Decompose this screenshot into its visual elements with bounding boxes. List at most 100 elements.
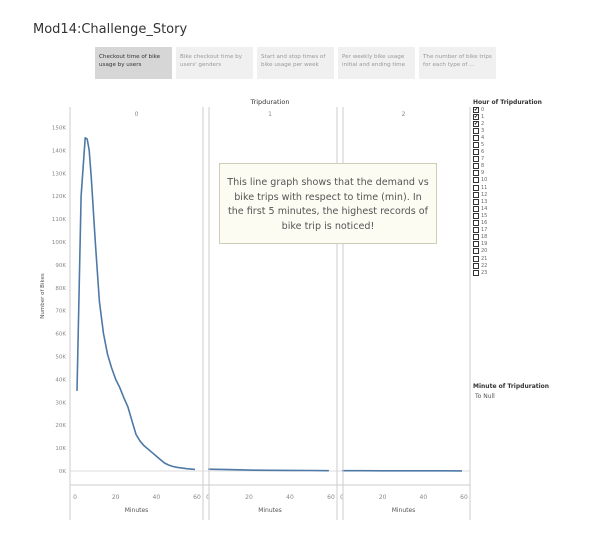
y-tick-label: 70K [55,309,66,315]
hour-filter-item[interactable]: 8 [473,163,542,170]
hour-filter-item[interactable]: ✔ 2 [473,120,542,127]
story-point-tab-4[interactable]: Per weekly bike usage initial and ending… [338,47,415,79]
series-line-panel-1 [207,468,329,472]
checkbox-empty-icon[interactable] [473,248,479,255]
hour-filter-label: 11 [481,184,488,191]
story-point-tab-5[interactable]: The number of bike trips for each type o… [419,47,496,79]
checkbox-empty-icon[interactable] [473,149,479,156]
minute-filter-value[interactable]: To Null [475,393,495,400]
checkbox-empty-icon[interactable] [473,241,479,248]
hour-filter-item[interactable]: 22 [473,262,542,269]
checkbox-checked-icon[interactable]: ✔ [473,113,479,120]
checkbox-empty-icon[interactable] [473,170,479,177]
checkbox-empty-icon[interactable] [473,198,479,205]
chart-title: Tripduration [250,98,290,106]
checkbox-empty-icon[interactable] [473,220,479,227]
x-axis-label: Minutes [125,507,149,514]
hour-filter-item[interactable]: 12 [473,191,542,198]
checkbox-empty-icon[interactable] [473,234,479,241]
x-tick-label: 0 [206,494,210,501]
y-tick-label: 20K [55,423,66,429]
hour-filter-item[interactable]: 11 [473,184,542,191]
legend-title: Hour of Tripduration [473,99,542,106]
story-point-tab-3[interactable]: Start and stop times of bike usage per w… [257,47,334,79]
x-axis-label: Minutes [258,507,282,514]
y-tick-label: 100K [52,240,66,246]
hour-filter-item[interactable]: 6 [473,149,542,156]
hour-filter-item[interactable]: 13 [473,198,542,205]
x-tick-label: 0 [73,494,77,501]
hour-filter-label: 17 [481,227,488,234]
checkbox-empty-icon[interactable] [473,184,479,191]
checkbox-empty-icon[interactable] [473,269,479,276]
hour-filter-label: 8 [481,163,485,170]
checkbox-empty-icon[interactable] [473,212,479,219]
hour-filter-item[interactable]: 20 [473,248,542,255]
x-tick-label: 60 [460,494,468,501]
checkbox-empty-icon[interactable] [473,177,479,184]
story-point-tab-1[interactable]: Checkout time of bike usage by users [95,47,172,79]
checkbox-checked-icon[interactable]: ✔ [473,120,479,127]
checkbox-empty-icon[interactable] [473,191,479,198]
minute-filter-title: Minute of Tripduration [473,383,550,390]
hour-filter-item[interactable]: 16 [473,220,542,227]
x-tick-label: 40 [153,494,161,501]
x-tick-label: 20 [112,494,120,501]
hour-filter-item[interactable]: 21 [473,255,542,262]
y-tick-label: 80K [55,286,66,292]
checkbox-empty-icon[interactable] [473,255,479,262]
hour-filter-item[interactable]: 19 [473,241,542,248]
hour-filter-label: 20 [481,248,488,255]
y-tick-label: 90K [55,263,66,269]
hour-filter-label: 21 [481,255,488,262]
checkbox-empty-icon[interactable] [473,227,479,234]
hour-filter-label: 7 [481,156,485,163]
checkbox-empty-icon[interactable] [473,156,479,163]
checkbox-empty-icon[interactable] [473,205,479,212]
y-tick-label: 30K [55,400,66,406]
hour-filter-item[interactable]: 23 [473,269,542,276]
y-tick-label: 50K [55,355,66,361]
hour-filter-item[interactable]: ✔ 0 [473,106,542,113]
x-tick-label: 0 [340,494,344,501]
series-line-panel-0 [76,137,196,471]
hour-filter-label: 14 [481,205,488,212]
hour-filter-item[interactable]: 9 [473,170,542,177]
checkbox-empty-icon[interactable] [473,262,479,269]
checkbox-empty-icon[interactable] [473,127,479,134]
story-navigator: Checkout time of bike usage by users Bik… [95,47,500,79]
hour-filter-item[interactable]: 17 [473,227,542,234]
hour-filter-item[interactable]: 10 [473,177,542,184]
y-tick-label: 110K [52,217,66,223]
story-title: Mod14:Challenge_Story [33,22,188,37]
story-point-tab-2[interactable]: Bike checkout time by users' genders [176,47,253,79]
hour-filter-label: 5 [481,142,485,149]
y-axis-label: Number of Bikes [40,273,46,319]
y-tick-label: 60K [55,332,66,338]
x-tick-label: 60 [193,494,201,501]
y-tick-label: 140K [52,148,66,154]
hour-filter-item[interactable]: 7 [473,156,542,163]
hour-filter-item[interactable]: 18 [473,234,542,241]
hour-filter-item[interactable]: 15 [473,212,542,219]
x-tick-label: 40 [420,494,428,501]
hour-filter-label: 3 [481,127,485,134]
hour-filter-item[interactable]: 5 [473,141,542,149]
hour-filter-label: 1 [481,113,485,120]
hour-filter-label: 16 [481,220,488,227]
checkbox-empty-icon[interactable] [473,163,479,170]
y-tick-label: 120K [52,194,66,200]
checkbox-empty-icon[interactable] [473,142,479,149]
hour-filter-label: 19 [481,241,488,248]
hour-filter-item[interactable]: 14 [473,205,542,212]
y-tick-label: 130K [52,171,66,177]
x-tick-label: 40 [286,494,294,501]
hour-filter-item[interactable]: 4 [473,134,542,141]
hour-filter-label: 0 [481,106,485,113]
hour-filter-item[interactable]: 3 [473,127,542,134]
checkbox-checked-icon[interactable]: ✔ [473,106,479,113]
checkbox-empty-icon[interactable] [473,134,479,141]
hour-filter-label: 9 [481,170,485,177]
hour-filter-item[interactable]: ✔ 1 [473,113,542,120]
